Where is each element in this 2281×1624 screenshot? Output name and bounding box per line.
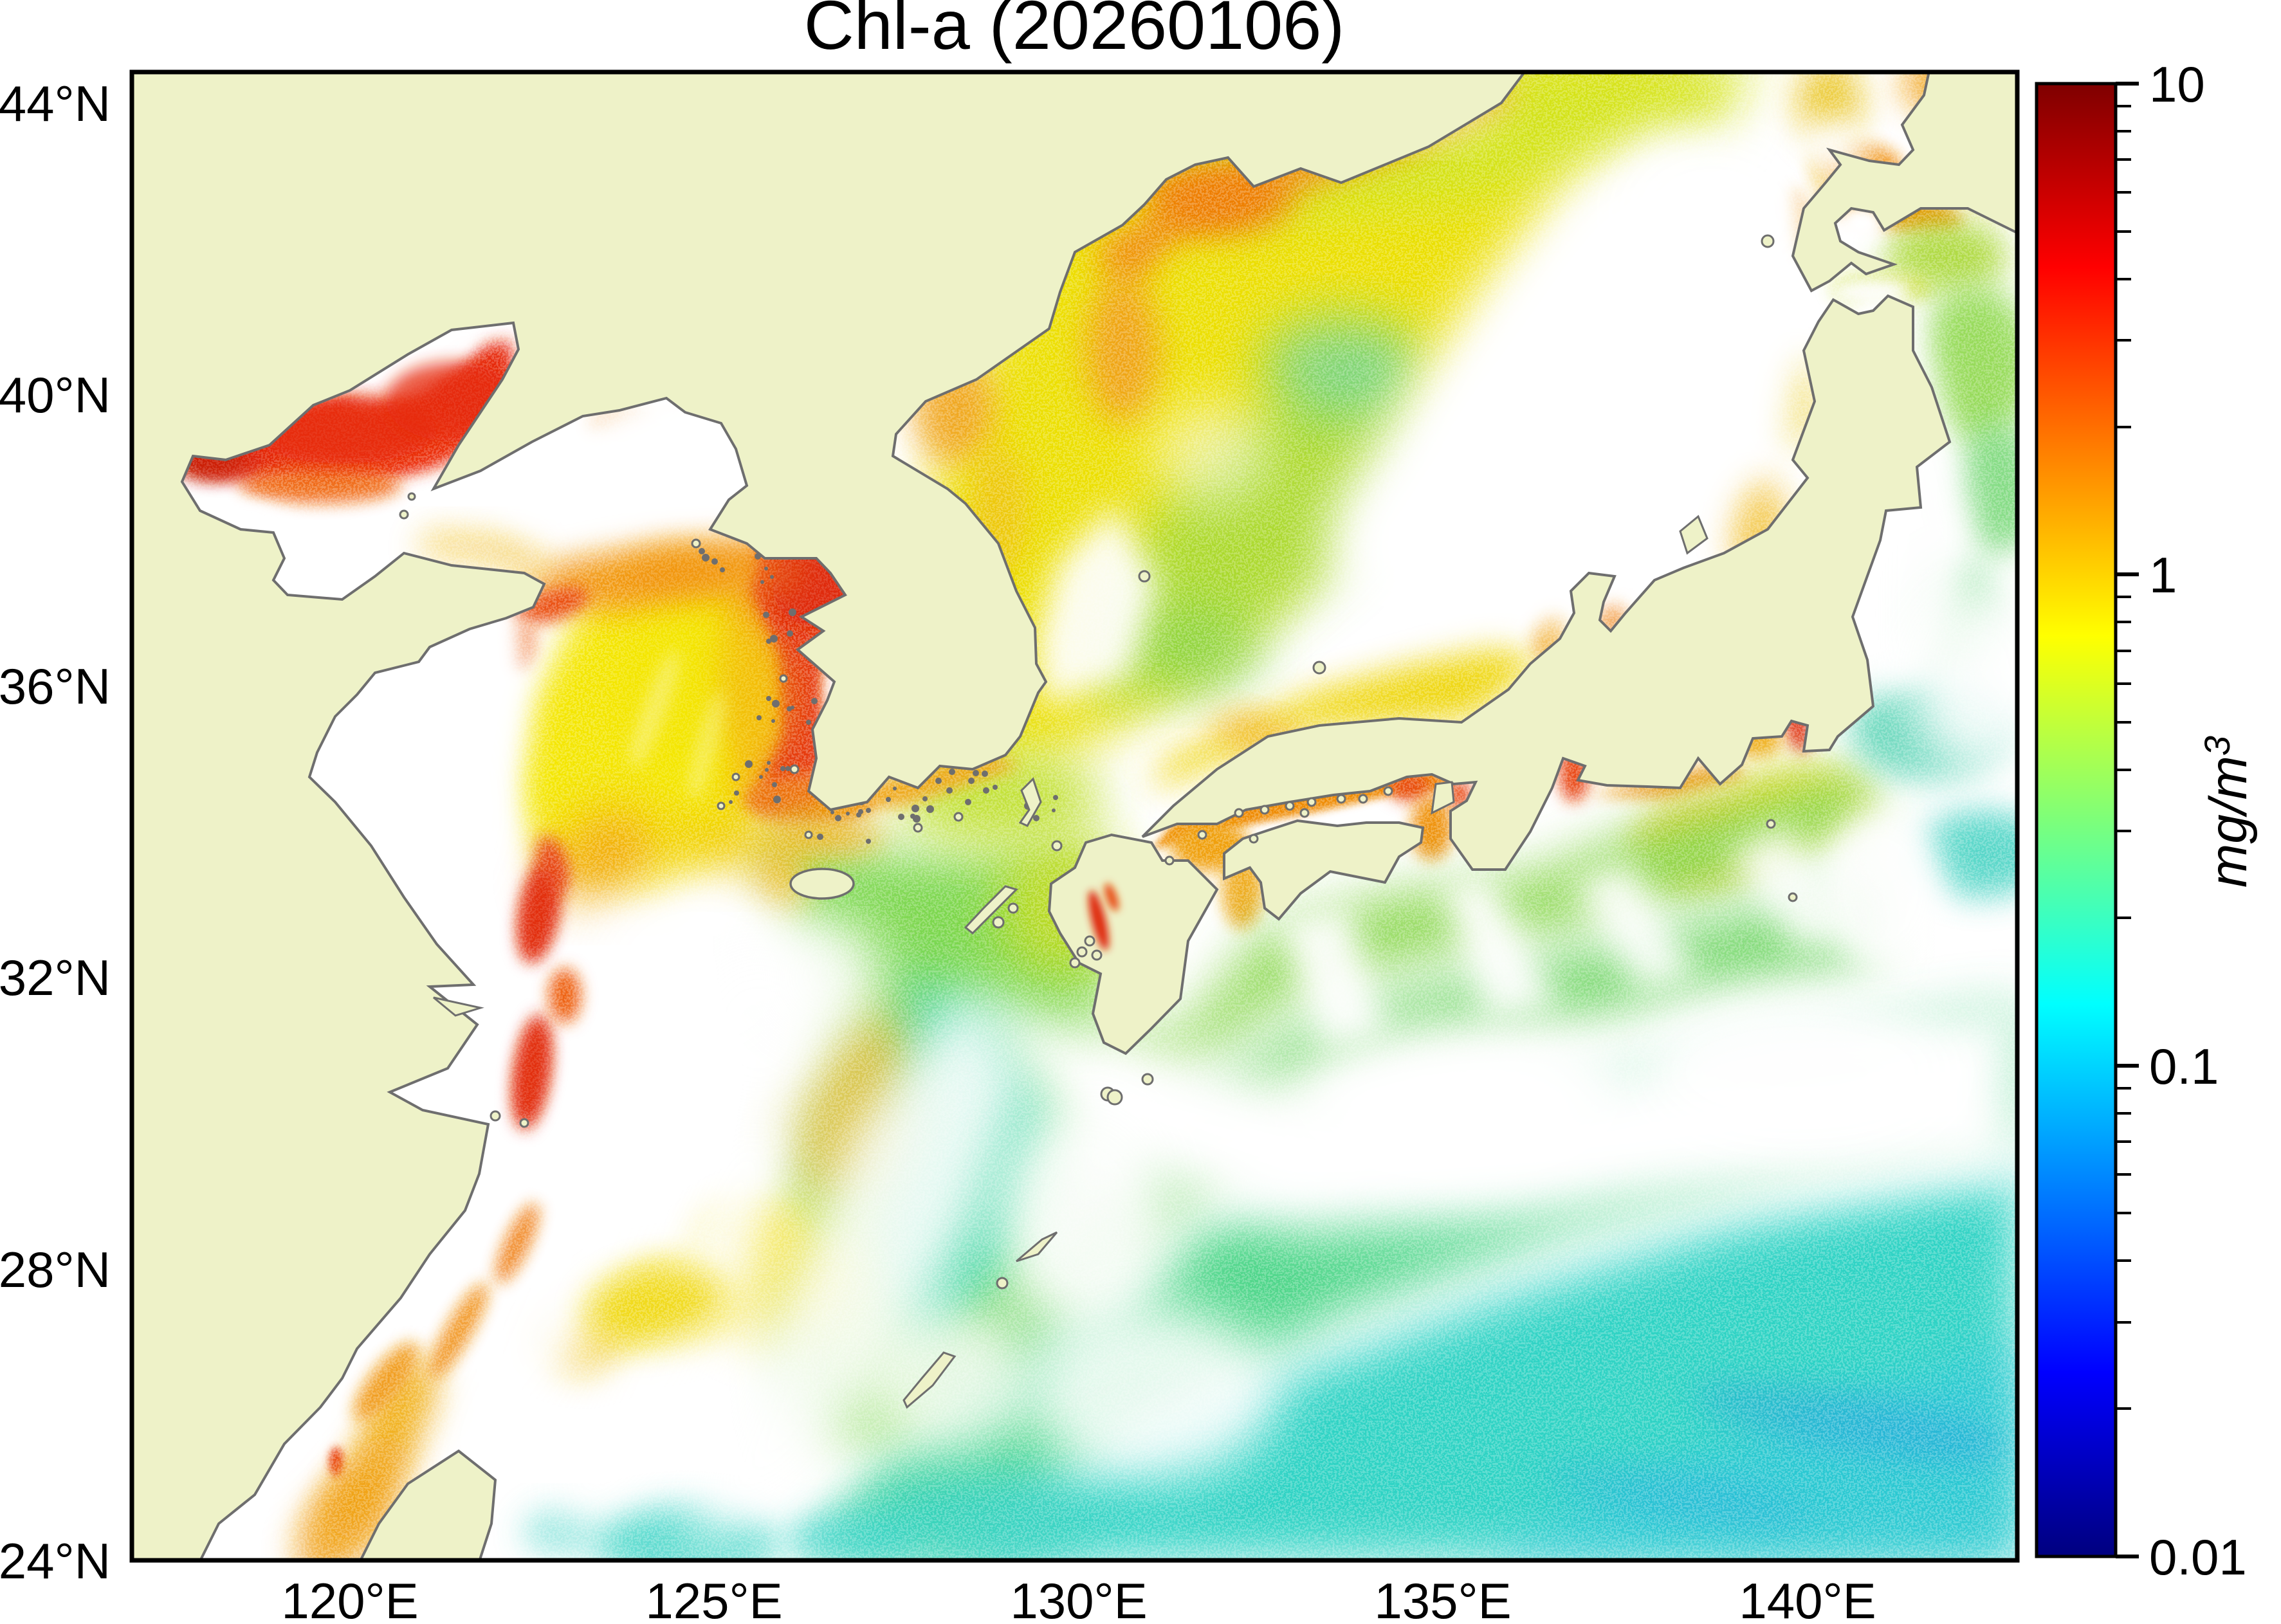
svg-text:40°N: 40°N xyxy=(0,367,111,423)
svg-text:mg/m3: mg/m3 xyxy=(2197,736,2258,888)
svg-text:28°N: 28°N xyxy=(0,1241,111,1298)
svg-text:36°N: 36°N xyxy=(0,658,111,715)
svg-text:0.01: 0.01 xyxy=(2149,1529,2247,1585)
svg-text:135°E: 135°E xyxy=(1374,1573,1511,1621)
svg-text:32°N: 32°N xyxy=(0,949,111,1006)
svg-text:1: 1 xyxy=(2149,547,2177,603)
svg-text:10: 10 xyxy=(2149,56,2205,113)
svg-text:125°E: 125°E xyxy=(645,1573,782,1621)
svg-text:44°N: 44°N xyxy=(0,75,111,132)
svg-text:0.1: 0.1 xyxy=(2149,1038,2219,1095)
svg-text:Chl-a (20260106): Chl-a (20260106) xyxy=(804,0,1345,64)
svg-text:120°E: 120°E xyxy=(281,1573,418,1621)
svg-text:130°E: 130°E xyxy=(1010,1573,1147,1621)
svg-text:140°E: 140°E xyxy=(1739,1573,1876,1621)
svg-text:24°N: 24°N xyxy=(0,1533,111,1589)
